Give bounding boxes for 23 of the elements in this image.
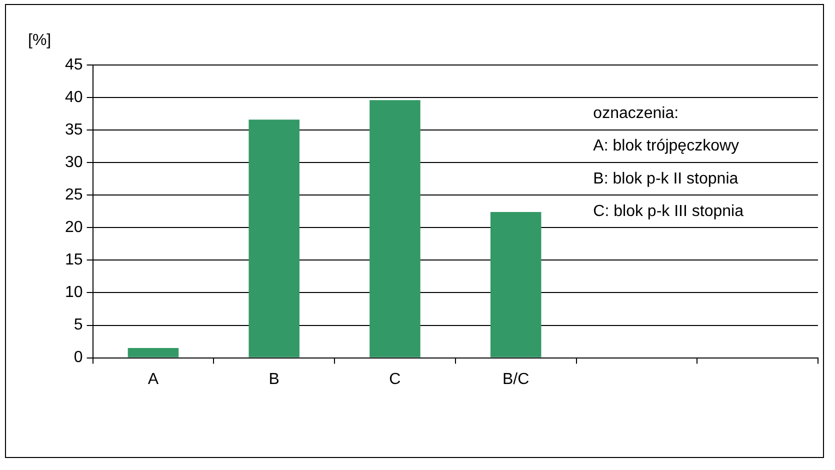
annotation: oznaczenia: (593, 105, 679, 122)
y-tick-label: 30 (65, 154, 83, 172)
y-axis-title: [%] (28, 32, 52, 49)
y-tick-label: 40 (65, 88, 83, 106)
y-tick-label: 20 (65, 219, 83, 236)
x-tick-label: C (389, 370, 401, 388)
annotation: C: blok p-k III stopnia (593, 202, 744, 220)
annotation: B: blok p-k II stopnia (593, 170, 738, 188)
y-tick-label: 5 (74, 316, 83, 334)
annotation: A: blok trójpęczkowy (593, 138, 740, 155)
y-tick-label: 45 (65, 56, 83, 74)
y-tick-label: 15 (65, 252, 83, 269)
bar (490, 212, 542, 358)
x-tick-label: B/C (502, 370, 530, 388)
bar (128, 348, 179, 358)
y-tick-label: 35 (65, 121, 83, 138)
y-tick-label: 0 (74, 349, 83, 366)
y-tick-label: 10 (65, 284, 83, 302)
y-tick-label: 25 (65, 186, 83, 204)
bar (248, 120, 300, 358)
bar (370, 100, 420, 358)
x-tick-label: B (268, 370, 280, 388)
x-tick-label: A (148, 370, 159, 388)
